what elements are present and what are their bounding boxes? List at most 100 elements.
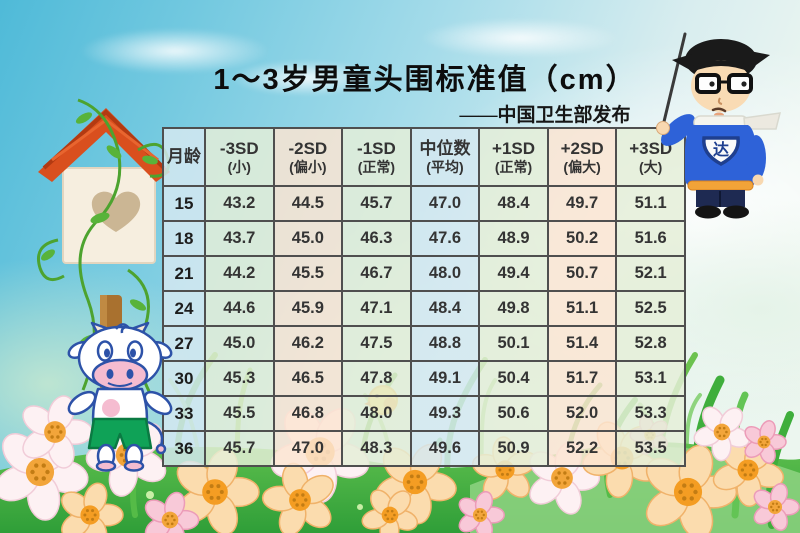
cow-pupil bbox=[104, 348, 110, 358]
value-cell: 48.3 bbox=[341, 430, 412, 467]
source-note: ——中国卫生部发布 bbox=[459, 105, 631, 126]
value-cell: 52.8 bbox=[615, 325, 686, 362]
cloud-decoration bbox=[420, 18, 620, 58]
cow-shorts bbox=[87, 417, 153, 450]
value-cell: 50.2 bbox=[546, 220, 618, 257]
badge-text: 达 bbox=[713, 140, 729, 159]
value-cell: 47.1 bbox=[341, 290, 412, 327]
cow-decoration bbox=[67, 321, 173, 472]
value-cell: 44.2 bbox=[204, 255, 275, 292]
value-cell: 46.5 bbox=[272, 360, 344, 397]
value-cell: 49.4 bbox=[478, 255, 549, 292]
teacher-shoe bbox=[695, 205, 721, 219]
table-row: 18 43.7 45.0 46.3 47.6 48.9 50.2 51.6 bbox=[162, 220, 686, 257]
value-cell: 51.4 bbox=[546, 325, 618, 362]
month-cell: 18 bbox=[162, 220, 206, 257]
value-cell: 50.9 bbox=[478, 430, 549, 467]
column-header: +2SD (偏大) bbox=[546, 127, 618, 187]
cow-nostril bbox=[106, 369, 114, 379]
value-cell: 51.6 bbox=[615, 220, 686, 257]
value-cell: 45.7 bbox=[341, 185, 412, 222]
glasses-left-lens bbox=[695, 73, 721, 94]
table-row: 36 45.7 47.0 48.3 49.6 50.9 52.2 53.5 bbox=[162, 430, 686, 467]
column-header: 月龄 bbox=[162, 127, 206, 187]
value-cell: 46.8 bbox=[272, 395, 344, 432]
value-cell: 48.0 bbox=[409, 255, 481, 292]
value-cell: 47.0 bbox=[272, 430, 344, 467]
teacher-eye bbox=[741, 81, 747, 87]
teacher-hand bbox=[656, 121, 670, 135]
teacher-shoe bbox=[723, 205, 749, 219]
table-row: 27 45.0 46.2 47.5 48.8 50.1 51.4 52.8 bbox=[162, 325, 686, 362]
teacher-hand bbox=[752, 174, 764, 186]
value-cell: 46.7 bbox=[341, 255, 412, 292]
value-cell: 52.1 bbox=[615, 255, 686, 292]
value-cell: 44.5 bbox=[272, 185, 344, 222]
value-cell: 45.0 bbox=[204, 325, 275, 362]
value-cell: 43.2 bbox=[204, 185, 275, 222]
value-cell: 52.2 bbox=[546, 430, 618, 467]
cow-hoof bbox=[123, 460, 145, 472]
table-row: 30 45.3 46.5 47.8 49.1 50.4 51.7 53.1 bbox=[162, 360, 686, 397]
value-cell: 45.5 bbox=[272, 255, 344, 292]
value-cell: 46.2 bbox=[272, 325, 344, 362]
value-cell: 48.9 bbox=[478, 220, 549, 257]
column-header: +1SD (正常) bbox=[478, 127, 549, 187]
month-cell: 15 bbox=[162, 185, 206, 222]
value-cell: 49.3 bbox=[409, 395, 481, 432]
table-header: 月龄 -3SD (小) -2SD (偏小) -1SD (正常) 中位数 (平均) +1SD (正常)… bbox=[162, 127, 686, 187]
standard-value-table: 月龄 -3SD (小) -2SD (偏小) -1SD (正常) 中位数 (平均) +1SD (正常)… bbox=[162, 127, 686, 467]
value-cell: 48.4 bbox=[409, 290, 481, 327]
cow-patch bbox=[102, 399, 120, 417]
value-cell: 45.7 bbox=[204, 430, 275, 467]
cow-pupil bbox=[130, 348, 136, 358]
teacher-belt bbox=[687, 180, 754, 191]
value-cell: 47.5 bbox=[341, 325, 412, 362]
value-cell: 53.5 bbox=[615, 430, 686, 467]
teacher-decoration: 达 bbox=[656, 32, 781, 219]
value-cell: 52.5 bbox=[615, 290, 686, 327]
teacher-eye bbox=[709, 81, 715, 87]
value-cell: 50.6 bbox=[478, 395, 549, 432]
value-cell: 51.1 bbox=[546, 290, 618, 327]
value-cell: 45.0 bbox=[272, 220, 344, 257]
value-cell: 49.7 bbox=[546, 185, 618, 222]
teacher-hair-tuft bbox=[672, 54, 692, 70]
glasses-right-lens bbox=[727, 73, 753, 94]
value-cell: 48.0 bbox=[341, 395, 412, 432]
teacher-hair-tuft bbox=[750, 51, 770, 68]
table-row: 33 45.5 46.8 48.0 49.3 50.6 52.0 53.3 bbox=[162, 395, 686, 432]
value-cell: 52.0 bbox=[546, 395, 618, 432]
cow-hoof bbox=[95, 460, 117, 472]
column-header: 中位数 (平均) bbox=[409, 127, 481, 187]
value-cell: 49.8 bbox=[478, 290, 549, 327]
value-cell: 50.7 bbox=[546, 255, 618, 292]
value-cell: 50.1 bbox=[478, 325, 549, 362]
value-cell: 43.7 bbox=[204, 220, 275, 257]
value-cell: 45.5 bbox=[204, 395, 275, 432]
value-cell: 49.6 bbox=[409, 430, 481, 467]
value-cell: 48.8 bbox=[409, 325, 481, 362]
column-header: -2SD (偏小) bbox=[272, 127, 344, 187]
table-row: 24 44.6 45.9 47.1 48.4 49.8 51.1 52.5 bbox=[162, 290, 686, 327]
page-title: 1～3岁男童头围标准值（cm） bbox=[213, 64, 637, 96]
pointer-stick bbox=[660, 32, 687, 132]
value-cell: 49.1 bbox=[409, 360, 481, 397]
value-cell: 44.6 bbox=[204, 290, 275, 327]
value-cell: 51.7 bbox=[546, 360, 618, 397]
value-cell: 47.8 bbox=[341, 360, 412, 397]
table-row: 21 44.2 45.5 46.7 48.0 49.4 50.7 52.1 bbox=[162, 255, 686, 292]
column-header: -3SD (小) bbox=[204, 127, 275, 187]
value-cell: 50.4 bbox=[478, 360, 549, 397]
table-row: 15 43.2 44.5 45.7 47.0 48.4 49.7 51.1 bbox=[162, 185, 686, 222]
value-cell: 47.6 bbox=[409, 220, 481, 257]
value-cell: 53.3 bbox=[615, 395, 686, 432]
value-cell: 45.9 bbox=[272, 290, 344, 327]
value-cell: 48.4 bbox=[478, 185, 549, 222]
value-cell: 53.1 bbox=[615, 360, 686, 397]
value-cell: 46.3 bbox=[341, 220, 412, 257]
value-cell: 45.3 bbox=[204, 360, 275, 397]
month-cell: 21 bbox=[162, 255, 206, 292]
value-cell: 47.0 bbox=[409, 185, 481, 222]
